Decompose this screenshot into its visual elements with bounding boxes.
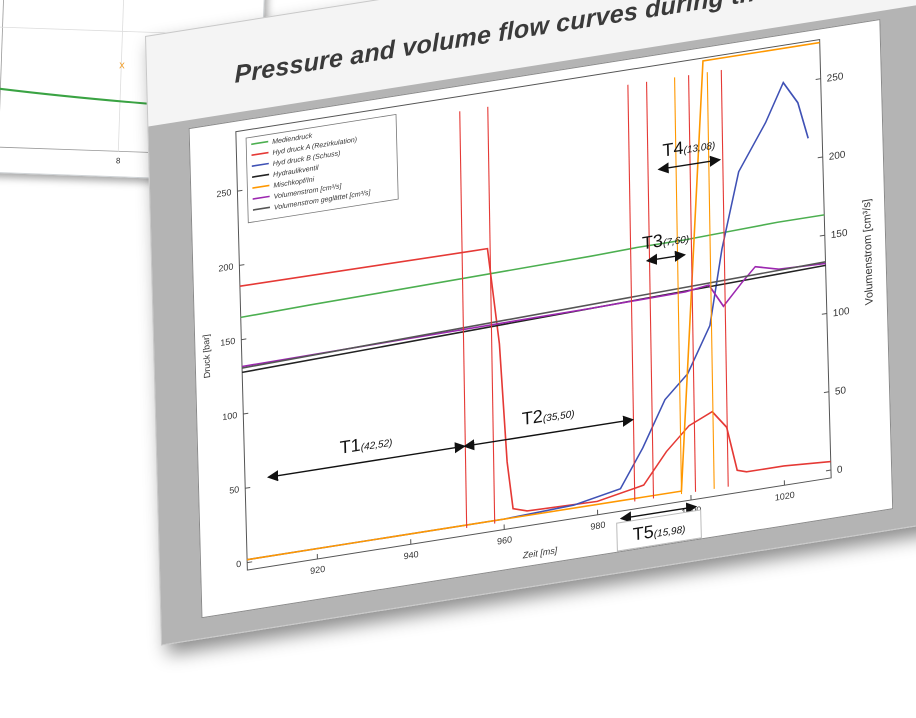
annotation-name: T5 <box>632 521 654 544</box>
bg-gridline <box>117 0 125 152</box>
annotation-arrow-T4 <box>657 155 722 174</box>
y2-tick-label: 250 <box>827 71 844 85</box>
y2-tick-label: 50 <box>835 385 847 398</box>
annotation-arrow-T1 <box>266 442 466 482</box>
series-line-2 <box>239 247 831 512</box>
event-marker-line <box>646 81 655 499</box>
x-tick-label: 1020 <box>775 490 795 503</box>
x-tick-label: 940 <box>404 549 419 561</box>
y-tick-label: 250 <box>216 187 231 199</box>
y2-tick-mark <box>815 78 821 80</box>
legend-swatch <box>252 173 270 178</box>
legend-swatch <box>251 162 269 167</box>
legend-swatch <box>252 195 270 200</box>
y2-tick-mark <box>817 156 823 159</box>
annotation-value: (35,50) <box>543 409 575 425</box>
y2-tick-label: 200 <box>829 149 846 163</box>
y2-tick-label: 100 <box>833 306 850 320</box>
annotation-name: T2 <box>522 406 544 429</box>
series-line-6 <box>241 262 826 368</box>
annotation-value: (42,52) <box>361 438 393 454</box>
annotation-name: T3 <box>642 230 664 253</box>
x-tick-label: 980 <box>590 520 605 532</box>
y-axis-label: Druck [bar] <box>201 334 212 379</box>
y-tick-label: 100 <box>222 410 237 422</box>
y2-tick-mark <box>825 469 831 472</box>
y-tick-label: 150 <box>220 336 235 348</box>
y-tick-label: 200 <box>218 261 233 273</box>
y-tick-mark <box>245 487 251 489</box>
y2-tick-mark <box>823 391 829 394</box>
y-tick-mark <box>239 264 245 266</box>
y2-tick-label: 150 <box>831 228 848 242</box>
annotation-name: T1 <box>339 435 361 458</box>
bg-green-series <box>0 82 260 115</box>
plot-svg: 9209409609801000102005010015020025005010… <box>201 38 876 576</box>
bg-tick-label: 8 <box>116 156 121 165</box>
chart-poster: Pressure and volume flow curves during t… <box>145 0 916 646</box>
x-tick-label: 920 <box>310 564 325 576</box>
series-line-3 <box>247 80 809 561</box>
event-marker-line <box>674 77 683 495</box>
event-marker-line <box>487 106 496 524</box>
legend-swatch <box>251 151 269 157</box>
annotation-name: T4 <box>662 138 684 161</box>
legend-swatch <box>251 140 269 146</box>
x-axis-label: Zeit [ms] <box>522 545 558 561</box>
series-line-4 <box>242 264 826 374</box>
plot-area: 9209409609801000102005010015020025005010… <box>188 18 894 619</box>
y-tick-mark <box>247 561 253 564</box>
annotation-arrow-T2 <box>463 415 635 451</box>
legend-swatch <box>252 184 270 189</box>
event-marker-line <box>720 69 729 487</box>
legend-swatch <box>252 206 270 211</box>
series-line-7 <box>242 261 826 369</box>
annotation-arrow-T5 <box>619 502 698 523</box>
y2-axis-label: Volumenstrom [cm³/s] <box>861 198 876 306</box>
bg-axis-y <box>0 0 6 148</box>
y2-tick-label: 0 <box>837 464 843 476</box>
event-marker-line <box>706 72 715 489</box>
annotation-label-T1: T1(42,52) <box>339 430 392 458</box>
annotation-label-T4: T4(13,08) <box>662 133 715 161</box>
legend-box <box>245 113 399 224</box>
y-tick-label: 50 <box>229 484 239 495</box>
annotation-label-box <box>616 509 702 552</box>
annotation-value: (13,08) <box>683 141 715 157</box>
y-tick-label: 0 <box>236 559 241 570</box>
y-tick-mark <box>241 338 247 341</box>
y-tick-mark <box>237 189 243 192</box>
y-tick-mark <box>243 412 249 415</box>
annotation-value: (7,60) <box>663 234 689 249</box>
x-tick-label: 960 <box>497 534 512 546</box>
annotation-arrow-T3 <box>645 250 687 265</box>
event-marker-line <box>688 75 697 492</box>
annotation-label-T3: T3(7,60) <box>642 226 690 253</box>
annotation-label-T5: T5(15,98) <box>632 516 685 544</box>
annotation-label-T2: T2(35,50) <box>522 401 575 429</box>
annotation-value: (15,98) <box>654 524 686 540</box>
plot-frame <box>235 38 832 571</box>
y2-tick-mark <box>819 234 825 237</box>
y2-tick-mark <box>821 313 827 315</box>
series-line-1 <box>240 214 825 319</box>
bg-marker: x <box>119 59 125 71</box>
